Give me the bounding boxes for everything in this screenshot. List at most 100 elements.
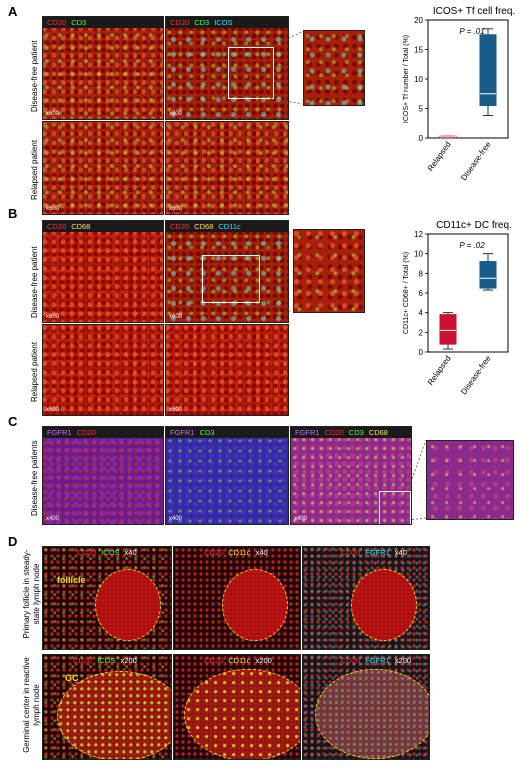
stain-label: CD20 xyxy=(73,656,93,665)
x-category-label: Relapsed xyxy=(426,140,453,173)
micrograph-d-gc-cd20-fgfr1: CD20 FGFR1 x200 xyxy=(302,654,430,760)
y-tick-label: 4 xyxy=(419,309,424,318)
box-disease-free xyxy=(479,34,497,107)
micrograph-b-zoom-inset xyxy=(293,229,365,313)
micrograph-c-fgfr1-cd3: FGFR1 CD3 x400 xyxy=(165,426,289,525)
x-category-label: Relapsed xyxy=(426,354,453,387)
stain-label: ICOS xyxy=(101,548,120,557)
magnification-label: x200 xyxy=(255,656,272,665)
y-tick-label: 10 xyxy=(414,75,423,84)
germinal-center-outline xyxy=(57,671,171,759)
chart-title: ICOS+ Tf cell freq. xyxy=(433,6,515,17)
box-disease-free xyxy=(479,261,497,289)
micrograph-d-follicle-cd20-icos: CD20 ICOS x40 follicle xyxy=(42,546,172,650)
stain-label: CD3 xyxy=(348,428,364,437)
follicle-label: follicle xyxy=(57,575,86,585)
stain-label: CD20 xyxy=(47,222,67,231)
row-label-c: Disease-free patients xyxy=(30,440,39,516)
stain-header-d4: CD20 ICOS x200 xyxy=(43,655,171,666)
magnification-label: x400 xyxy=(169,516,183,522)
chart-cd11c-dc-freq: CD11c+ DC freq. 0 2 4 6 8 10 12 CD11c+ CD68+ / T… xyxy=(403,220,512,396)
micrograph-b-df-cd20-cd68-cd11c: CD20 CD68 CD11c x600 xyxy=(165,220,289,323)
micrograph-a-rel-cd20-cd3-icos: x600 xyxy=(165,121,289,215)
stain-header-c2: FGFR1 CD3 xyxy=(166,427,288,438)
y-tick-label: 6 xyxy=(419,289,424,298)
micrograph-d-follicle-cd20-fgfr1: CD20 FGFR1 x40 xyxy=(302,546,430,650)
y-tick-label: 0 xyxy=(419,348,424,357)
magnification-label: x40 xyxy=(394,548,407,557)
row-label-d-2: Germinal center in reactive lymph node xyxy=(22,657,41,753)
stain-label: CD20 xyxy=(324,428,344,437)
stain-label: CD68 xyxy=(71,222,91,231)
micrograph-d-follicle-cd20-cd11c: CD20 CD11c x40 xyxy=(173,546,301,650)
micrograph-c-fgfr1-cd20: FGFR1 CD20 x400 xyxy=(42,426,164,525)
magnification-label: x600 xyxy=(169,314,183,320)
stain-label: CD11c xyxy=(228,656,251,665)
row-label-b-2: Relapsed patient xyxy=(30,341,39,402)
zoom-connector-c xyxy=(408,439,427,521)
magnification-label: x600 xyxy=(169,407,183,413)
panel-letter-a: A xyxy=(8,4,18,19)
stain-label: CD68 xyxy=(194,222,214,231)
magnification-label: x40 xyxy=(124,548,137,557)
magnification-label: x200 xyxy=(120,656,137,665)
stain-label: CD11c xyxy=(228,548,251,557)
stain-label: FGFR1 xyxy=(170,428,195,437)
stain-label: FGFR1 xyxy=(47,428,72,437)
stain-label: CD68 xyxy=(368,428,388,437)
chart-title: CD11c+ DC freq. xyxy=(436,220,512,231)
stain-header-c1: FGFR1 CD20 xyxy=(43,427,163,438)
stain-header-a1: CD20 CD3 xyxy=(43,17,163,28)
follicle-outline xyxy=(222,569,288,641)
magnification-label: x600 xyxy=(46,206,60,212)
stain-label: FGFR1 xyxy=(365,656,390,665)
stain-header-d5: CD20 CD11c x200 xyxy=(174,655,300,666)
row-label-d-1: Primary follicle in steady-state lymph n… xyxy=(22,549,41,639)
panel-letter-d: D xyxy=(8,534,18,549)
magnification-label: x400 xyxy=(294,516,308,522)
germinal-center-outline xyxy=(184,669,300,759)
micrograph-c-fgfr1-cd20-cd3-cd68: FGFR1 CD20 CD3 CD68 x400 xyxy=(290,426,412,525)
stain-header-b2: CD20 CD68 CD11c xyxy=(166,221,288,232)
y-tick-label: 5 xyxy=(419,105,424,114)
y-tick-label: 15 xyxy=(414,46,423,55)
stain-label: CD20 xyxy=(204,548,224,557)
x-category-label: Disease-free xyxy=(459,140,493,183)
zoom-region-box xyxy=(379,491,411,524)
magnification-label: x600 xyxy=(169,111,183,117)
magnification-label: x40 xyxy=(255,548,268,557)
stain-label: CD20 xyxy=(204,656,224,665)
stain-header-a2: CD20 CD3 ICOS xyxy=(166,17,288,28)
row-label-b-1: Disease-free patient xyxy=(30,246,39,318)
stain-label: FGFR1 xyxy=(365,548,390,557)
chart-icos-tf-freq: ICOS+ Tf cell freq. 0 5 10 15 20 ICOS+ Tf numb… xyxy=(403,6,515,183)
stain-label: CD20 xyxy=(170,18,190,27)
y-tick-label: 12 xyxy=(414,230,423,239)
germinal-center-outline xyxy=(315,669,429,759)
stain-label: CD3 xyxy=(194,18,210,27)
stain-label: ICOS xyxy=(97,656,116,665)
micrograph-a-df-cd20-cd3-icos: CD20 CD3 ICOS x600 xyxy=(165,16,289,120)
micrograph-b-df-cd20-cd68: CD20 CD68 x600 xyxy=(42,220,164,323)
micrograph-a-df-cd20-cd3: CD20 CD3 x600 xyxy=(42,16,164,120)
micrograph-a-rel-cd20-cd3: x600 xyxy=(42,121,164,215)
p-value-annotation: P = .02 xyxy=(459,241,485,250)
y-tick-label: 2 xyxy=(419,328,424,337)
stain-label: FGFR1 xyxy=(295,428,320,437)
magnification-label: x600 xyxy=(46,314,60,320)
panel-letter-c: C xyxy=(8,414,18,429)
magnification-label: x600 xyxy=(46,407,60,413)
micrograph-d-gc-cd20-icos: CD20 ICOS x200 GC xyxy=(42,654,172,760)
zoom-connector-b xyxy=(258,231,293,313)
micrograph-b-rel-cd20-cd68-cd11c: x600 xyxy=(165,324,289,416)
magnification-label: x600 xyxy=(169,206,183,212)
micrograph-b-rel-cd20-cd68: x600 xyxy=(42,324,164,416)
p-value-annotation: P = .01 xyxy=(459,27,484,36)
stain-header-b1: CD20 CD68 xyxy=(43,221,163,232)
follicle-outline xyxy=(95,569,161,641)
stain-header-d1: CD20 ICOS x40 xyxy=(43,547,171,558)
box-relapsed xyxy=(439,314,457,345)
y-tick-label: 20 xyxy=(414,16,423,25)
stain-label: CD20 xyxy=(76,428,96,437)
y-tick-label: 8 xyxy=(419,269,424,278)
